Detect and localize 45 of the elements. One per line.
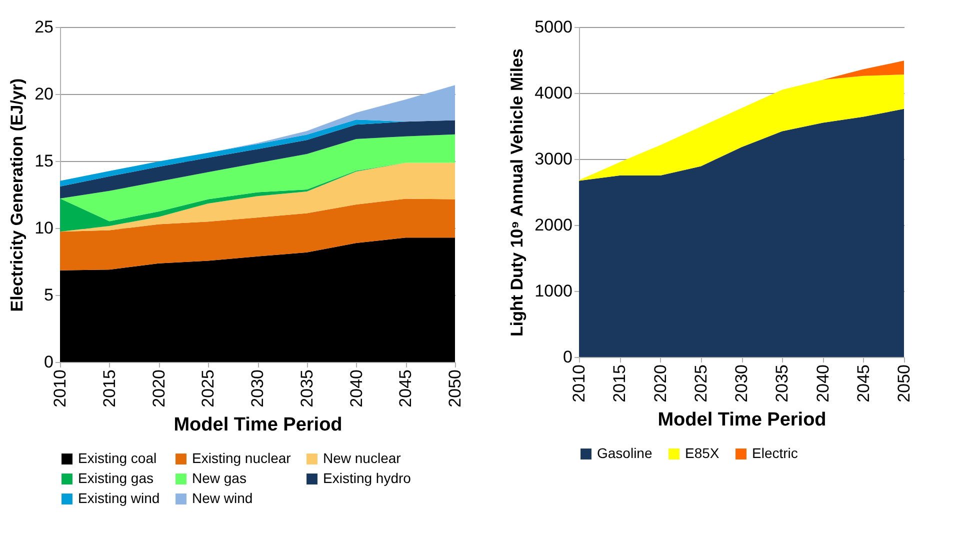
x-tick-label: 2010 [50, 370, 70, 408]
legend-label: New gas [192, 470, 246, 486]
y-tick-label: 3000 [534, 150, 572, 168]
x-tick-label: 2010 [570, 364, 588, 402]
y-tick-label: 20 [34, 84, 54, 104]
y-tick-label: 0 [44, 352, 54, 372]
legend-label: Existing gas [78, 470, 154, 486]
x-tick-label: 2045 [854, 364, 873, 402]
legend-label: Existing wind [78, 490, 160, 506]
x-axis-title: Model Time Period [658, 409, 826, 430]
y-axis-title: Electricity Generation (EJ/yr) [8, 78, 27, 312]
x-tick-label: 2040 [346, 370, 366, 408]
x-tick-label: 2025 [691, 364, 710, 402]
y-tick-label: 0 [563, 348, 572, 366]
x-tick-label: 2045 [396, 370, 416, 408]
y-tick-label: 1000 [534, 282, 572, 300]
y-tick-label: 4000 [534, 84, 572, 102]
y-tick-label: 15 [34, 152, 54, 170]
x-tick-label: 2050 [446, 370, 464, 408]
legend-label: Electric [752, 445, 798, 461]
legend-label: Existing coal [78, 450, 157, 466]
x-tick-label: 2020 [650, 364, 670, 402]
x-tick-label: 2035 [297, 370, 316, 408]
x-tick-label: 2030 [248, 370, 267, 408]
legend-label: Existing hydro [323, 470, 412, 486]
y-tick-label: 5000 [534, 18, 572, 36]
legend-label: Existing nuclear [192, 450, 292, 466]
legend-label: New nuclear [323, 450, 402, 466]
x-tick-label: 2030 [732, 364, 751, 402]
y-axis-title: Light Duty 10⁹ Annual Vehicle Miles [508, 48, 527, 336]
x-tick-label: 2020 [149, 370, 168, 408]
x-tick-label: 2040 [813, 364, 832, 402]
x-tick-label: 2015 [100, 370, 119, 408]
x-tick-label: 2050 [894, 364, 914, 402]
y-tick-label: 10 [34, 218, 54, 238]
x-tick-label: 2015 [610, 364, 630, 402]
y-tick-label: 5 [44, 286, 54, 304]
y-tick-label: 25 [34, 18, 54, 36]
x-tick-label: 2025 [198, 370, 218, 408]
legend-label: New wind [192, 490, 253, 506]
legend-label: Gasoline [597, 445, 652, 461]
x-tick-label: 2035 [772, 364, 792, 402]
y-tick-label: 2000 [534, 216, 572, 234]
legend-label: E85X [685, 445, 720, 461]
x-axis-title: Model Time Period [174, 414, 342, 436]
